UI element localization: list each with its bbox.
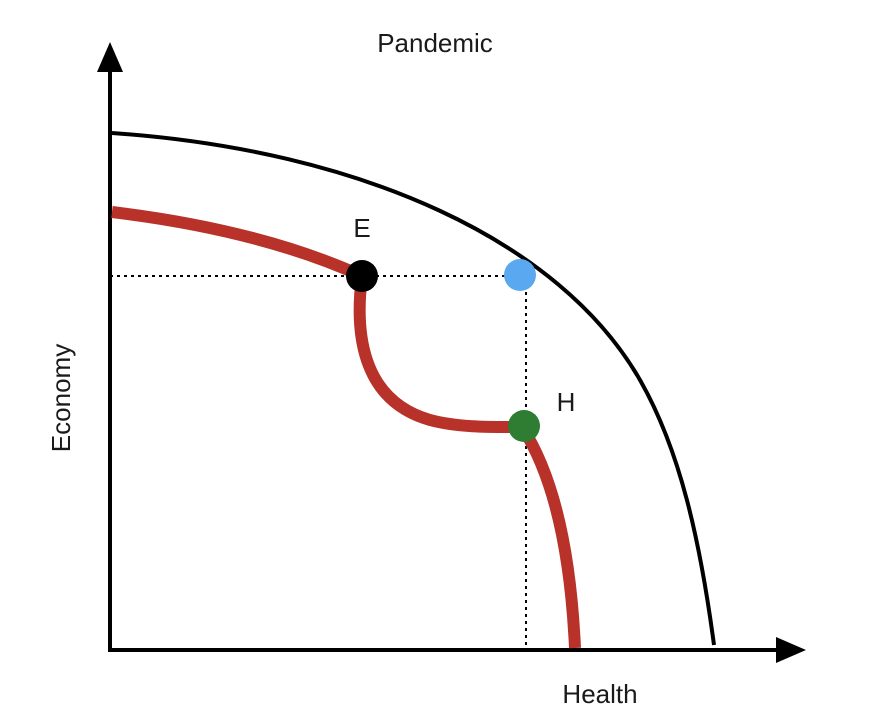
frontier-point: [504, 259, 536, 291]
health-point-label: H: [557, 387, 576, 417]
y-axis-label: Economy: [46, 344, 76, 452]
y-axis-arrowhead: [97, 42, 123, 72]
outer-frontier-curve: [111, 131, 716, 646]
health-point: [508, 410, 540, 442]
pandemic-frontier-curve: [111, 206, 581, 649]
x-axis-label: Health: [562, 679, 637, 709]
x-axis-arrowhead: [776, 637, 806, 663]
economy-point-label: E: [353, 213, 370, 243]
economy-point: [346, 260, 378, 292]
diagram-title: Pandemic: [377, 28, 493, 58]
